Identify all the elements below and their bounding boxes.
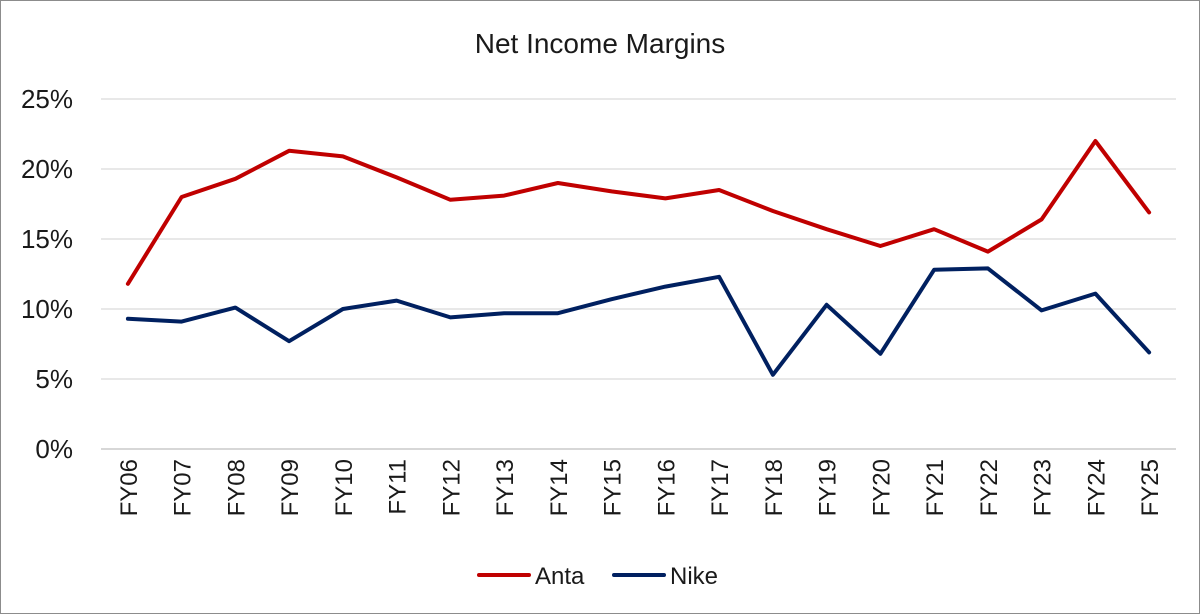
series-line-anta: [128, 141, 1149, 284]
x-tick-label: FY14: [546, 459, 573, 516]
x-tick-label: FY25: [1137, 459, 1164, 516]
y-tick-label: 15%: [21, 224, 73, 254]
x-tick-label: FY21: [922, 459, 949, 516]
x-tick-label: FY22: [976, 459, 1003, 516]
x-tick-label: FY17: [707, 459, 734, 516]
x-tick-label: FY13: [492, 459, 519, 516]
series-lines: [128, 141, 1149, 375]
x-axis-ticks: FY06 FY07 FY08 FY09 FY10 FY11 FY12 FY13 FY14 FY15…: [116, 459, 1164, 516]
gridlines: [101, 99, 1176, 449]
x-tick-label: FY16: [653, 459, 680, 516]
series-line-nike: [128, 268, 1149, 374]
y-tick-label: 25%: [21, 84, 73, 114]
y-tick-label: 5%: [35, 364, 73, 394]
x-tick-label: FY18: [761, 459, 788, 516]
y-tick-label: 20%: [21, 154, 73, 184]
y-axis-ticks: 0% 5% 10% 15% 20% 25%: [21, 84, 73, 464]
legend-label-anta: Anta: [535, 563, 585, 590]
x-tick-label: FY06: [116, 459, 143, 516]
x-tick-label: FY19: [815, 459, 842, 516]
chart-title: Net Income Margins: [475, 28, 726, 59]
x-tick-label: FY09: [277, 459, 304, 516]
y-tick-label: 0%: [35, 434, 73, 464]
x-tick-label: FY08: [223, 459, 250, 516]
y-tick-label: 10%: [21, 294, 73, 324]
x-tick-label: FY12: [438, 459, 465, 516]
x-tick-label: FY23: [1030, 459, 1057, 516]
x-tick-label: FY10: [331, 459, 358, 516]
x-tick-label: FY20: [868, 459, 895, 516]
x-tick-label: FY11: [385, 459, 412, 515]
legend: Anta Nike: [479, 563, 718, 590]
x-tick-label: FY15: [600, 459, 627, 516]
legend-label-nike: Nike: [670, 563, 718, 590]
x-tick-label: FY07: [170, 459, 197, 516]
x-tick-label: FY24: [1083, 459, 1110, 516]
